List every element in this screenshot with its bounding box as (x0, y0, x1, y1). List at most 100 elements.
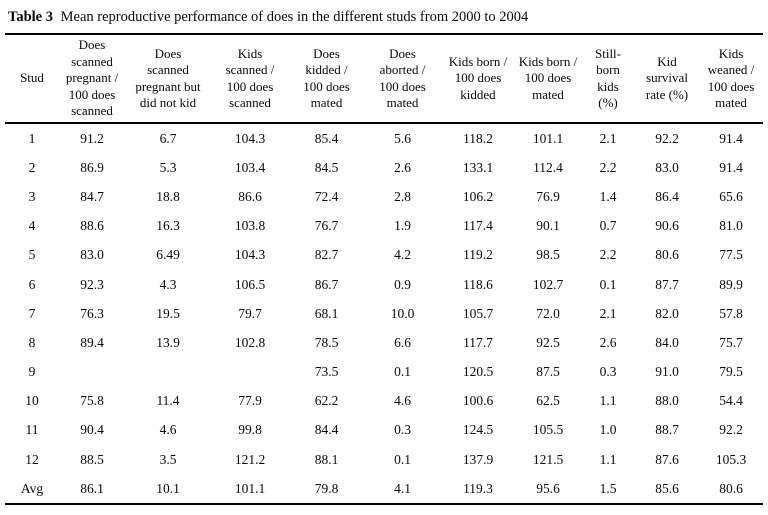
table-cell: 89.4 (80, 334, 104, 350)
table-cell: 88.0 (655, 393, 679, 409)
table-cell: 88.7 (655, 422, 679, 438)
table-cell: 117.4 (463, 218, 493, 234)
stud-label-cell: 6 (28, 276, 36, 292)
table-cell: 0.3 (599, 364, 617, 380)
table-row: Avg 86.1 10.1 101.1 79.8 4.1 119.3 95.6 1.5 85.6 8… (5, 474, 763, 504)
table-cell: 95.6 (536, 480, 560, 496)
table-cell: 5.3 (159, 159, 177, 175)
table-cell: 68.1 (314, 305, 339, 321)
table-cell: 0.1 (394, 364, 411, 380)
table-cell: 84.7 (80, 188, 104, 204)
stud-label-cell: 7 (28, 305, 36, 321)
table-cell: 4.6 (394, 393, 411, 409)
stud-label-cell: 2 (28, 159, 36, 175)
table-cell: 62.2 (314, 393, 339, 409)
table-cell: 6.49 (156, 247, 180, 263)
column-header: Does scanned pregnant / 100 does scanned (59, 34, 125, 124)
column-header: Still- born kids (%) (581, 34, 635, 124)
table-cell: 92.2 (655, 130, 679, 146)
table-cell: 103.4 (234, 159, 266, 175)
column-header: Stud (5, 34, 59, 124)
table-cell: 72.4 (314, 188, 339, 204)
table-cell: 82.0 (655, 305, 679, 321)
table-cell: 105.7 (462, 305, 494, 321)
stud-label-cell: 9 (28, 364, 36, 380)
table-cell: 10.0 (390, 305, 415, 321)
table-cell: 88.6 (80, 218, 104, 234)
table-cell: 84.0 (655, 334, 679, 350)
stud-label-cell: Avg (20, 480, 44, 496)
table-caption: Table 3 Mean reproductive performance of… (5, 7, 763, 33)
table-cell: 0.7 (599, 218, 617, 234)
table-row: 10 75.8 11.4 77.9 62.2 4.6 100.6 62.5 1.1 88.0 54.… (5, 387, 763, 416)
table-cell: 10.1 (156, 480, 180, 496)
table-cell: 91.4 (719, 130, 743, 146)
table-cell: 118.2 (463, 130, 493, 146)
table-cell: 5.6 (394, 130, 411, 146)
table-cell (125, 358, 211, 387)
column-header: Kid survival rate (%) (635, 34, 699, 124)
table-cell: 75.8 (80, 393, 104, 409)
table-cell: 1.1 (599, 393, 617, 409)
table-cell: 2.6 (394, 159, 411, 175)
table-cell: 19.5 (156, 305, 180, 321)
table-cell: 105.3 (715, 451, 747, 467)
table-cell: 103.8 (234, 218, 266, 234)
table-cell: 76.9 (536, 188, 560, 204)
table-cell: 106.2 (462, 188, 494, 204)
table-cell: 104.3 (234, 247, 266, 263)
table-cell: 87.7 (655, 276, 679, 292)
table-cell: 105.5 (532, 422, 564, 438)
table-cell: 76.7 (314, 218, 339, 234)
table-cell: 86.6 (238, 188, 262, 204)
table-cell: 83.0 (80, 247, 104, 263)
table-cell: 81.0 (719, 218, 743, 234)
table-cell: 4.6 (159, 422, 177, 438)
table-cell: 92.2 (719, 422, 743, 438)
table-cell: 101.1 (234, 480, 266, 496)
table-cell: 1.9 (394, 218, 411, 234)
table-cell: 4.2 (394, 247, 411, 263)
table-cell: 65.6 (719, 188, 743, 204)
table-cell: 54.4 (719, 393, 743, 409)
table-row: 9 73.5 0.1 120.5 87.5 0.3 91.0 79.5 (5, 358, 763, 387)
table-cell: 2.6 (599, 334, 617, 350)
table-cell: 6.7 (159, 130, 177, 146)
table-cell: 72.0 (536, 305, 560, 321)
table-row: 12 88.5 3.5 121.2 88.1 0.1 137.9 121.5 1.1 87.6 10… (5, 445, 763, 474)
table-row: 7 76.3 19.5 79.7 68.1 10.0 105.7 72.0 2.1 82.0 57.… (5, 299, 763, 328)
table-cell: 2.1 (599, 130, 617, 146)
table-cell: 137.9 (462, 451, 494, 467)
table-cell: 119.3 (463, 480, 493, 496)
table-cell: 0.1 (599, 276, 617, 292)
table-cell: 1.1 (599, 451, 617, 467)
table-cell: 62.5 (536, 393, 560, 409)
column-header: Does aborted / 100 does mated (364, 34, 441, 124)
table-cell: 106.5 (234, 276, 266, 292)
table-cell: 88.5 (80, 451, 104, 467)
table-cell: 91.0 (655, 364, 679, 380)
table-cell: 85.4 (314, 130, 339, 146)
table-cell: 118.6 (463, 276, 493, 292)
table-row: 6 92.3 4.3 106.5 86.7 0.9 118.6 102.7 0.1 87.7 89.… (5, 270, 763, 299)
table-cell: 77.9 (238, 393, 262, 409)
table-cell: 4.1 (394, 480, 411, 496)
table-cell: 90.1 (536, 218, 560, 234)
table-cell: 2.1 (599, 305, 617, 321)
table-cell: 99.8 (238, 422, 262, 438)
table-cell: 79.5 (719, 364, 743, 380)
table-cell: 78.5 (314, 334, 339, 350)
column-header: Does kidded / 100 does mated (289, 34, 364, 124)
table-cell: 101.1 (532, 130, 564, 146)
table-caption-number: Table 3 (8, 9, 53, 25)
table-cell: 102.8 (234, 334, 266, 350)
table-cell: 0.3 (394, 422, 411, 438)
stud-label-cell: 10 (25, 393, 39, 409)
table-cell: 76.3 (80, 305, 104, 321)
table-cell: 121.2 (234, 451, 266, 467)
stud-label-cell: 1 (28, 130, 36, 146)
table-cell: 90.6 (655, 218, 679, 234)
column-header: Kids scanned / 100 does scanned (211, 34, 289, 124)
table-cell: 104.3 (234, 130, 266, 146)
table-cell: 92.5 (536, 334, 560, 350)
